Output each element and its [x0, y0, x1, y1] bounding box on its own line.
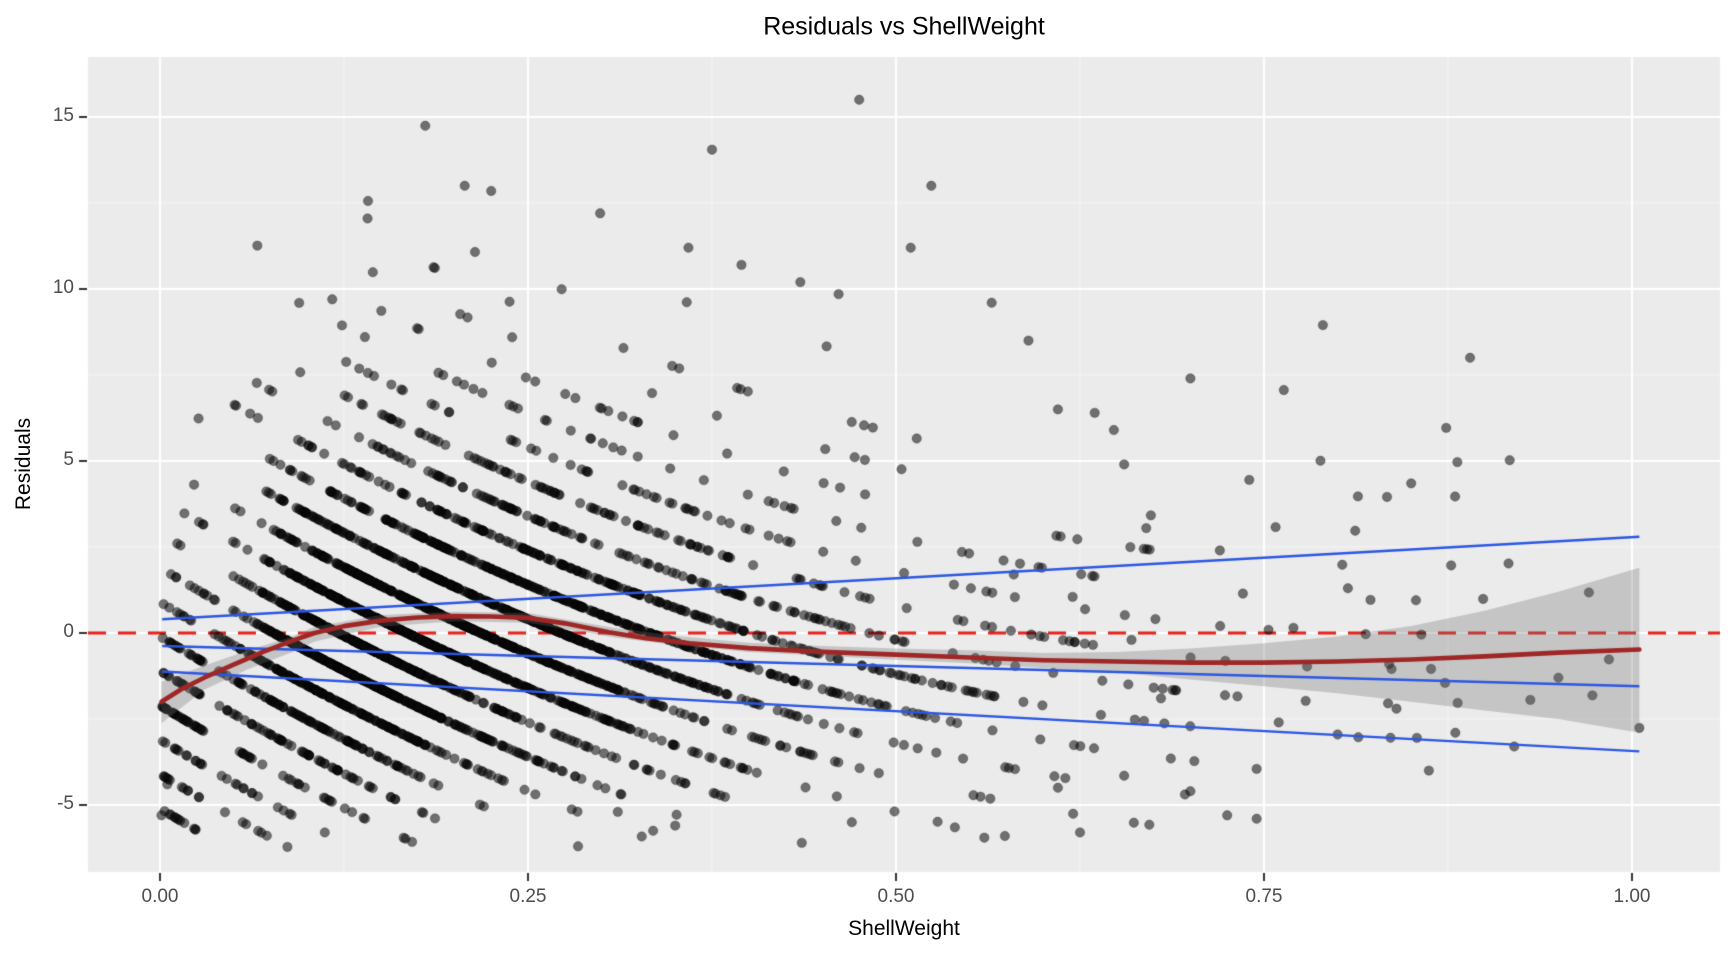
x-tick-label-0.50: 0.50 — [877, 886, 915, 907]
x-tick-label-0.00: 0.00 — [141, 886, 179, 907]
y-tick-label-neg5: -5 — [57, 792, 74, 814]
x-tick-label-0.25: 0.25 — [509, 886, 547, 907]
plot-title: Residuals vs ShellWeight — [763, 12, 1045, 41]
x-axis-title: ShellWeight — [848, 917, 960, 940]
x-tick-label-1.00: 1.00 — [1613, 886, 1651, 907]
y-tick-label-10: 10 — [52, 276, 74, 298]
x-tick-label-0.75: 0.75 — [1245, 886, 1283, 907]
y-tick-label-15: 15 — [52, 104, 74, 126]
y-tick-label-5: 5 — [63, 448, 74, 470]
y-tick-label-0: 0 — [63, 620, 74, 642]
